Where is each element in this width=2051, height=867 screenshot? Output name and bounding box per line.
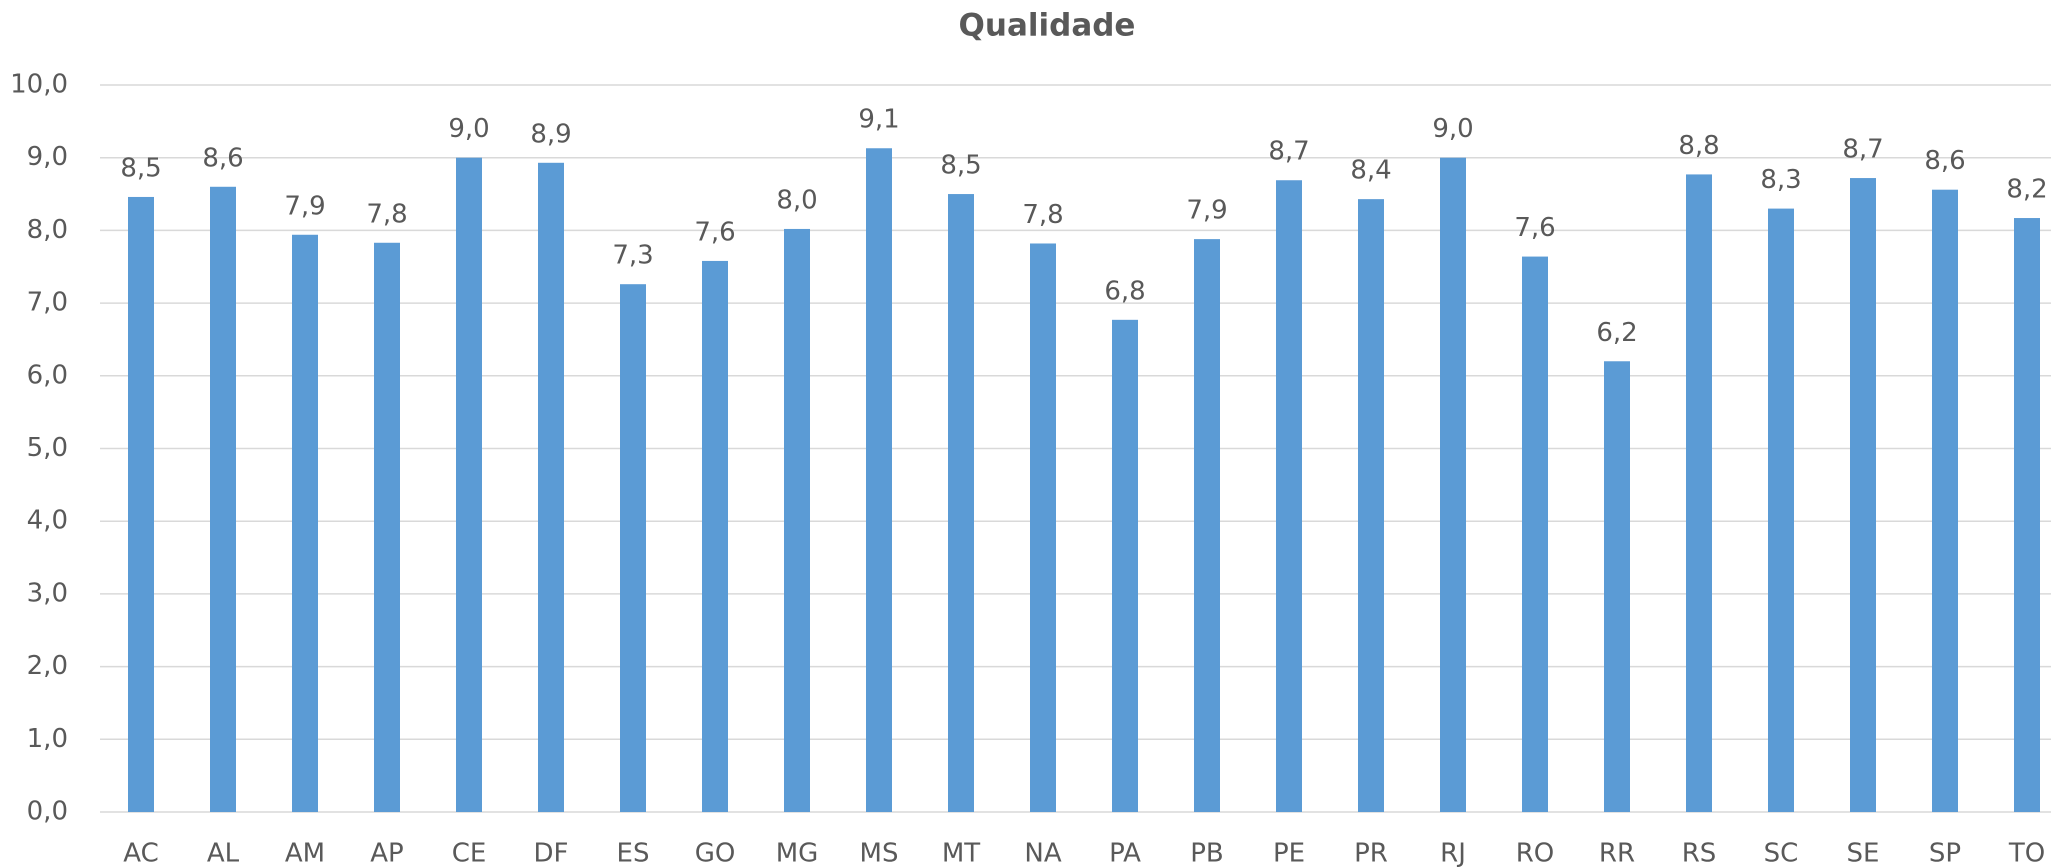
bar: [866, 148, 892, 812]
bar: [1604, 361, 1630, 812]
bar: [1358, 199, 1384, 812]
value-label: 8,6: [1924, 146, 1965, 176]
x-tick-label: RS: [1682, 839, 1717, 867]
x-tick-label: CE: [452, 839, 487, 867]
y-tick-label: 2,0: [27, 651, 68, 681]
bar: [1686, 174, 1712, 812]
value-label: 9,0: [448, 114, 489, 144]
bar: [2014, 218, 2040, 812]
value-label: 8,4: [1350, 156, 1391, 186]
x-tick-label: ES: [617, 839, 650, 867]
value-label: 8,3: [1760, 165, 1801, 195]
bar: [620, 284, 646, 812]
x-tick-label: AC: [123, 839, 158, 867]
x-tick-label: PB: [1190, 839, 1224, 867]
value-label: 8,7: [1842, 135, 1883, 165]
x-tick-label: MT: [942, 839, 980, 867]
value-label: 7,6: [694, 217, 735, 247]
y-tick-label: 4,0: [27, 506, 68, 536]
value-label: 8,7: [1268, 137, 1309, 167]
y-tick-label: 0,0: [27, 797, 68, 827]
bar: [374, 242, 400, 812]
x-tick-label: DF: [534, 839, 569, 867]
value-label: 8,9: [530, 119, 571, 149]
bar: [128, 196, 154, 812]
x-tick-label: RO: [1516, 839, 1555, 867]
x-tick-label: SE: [1847, 839, 1880, 867]
value-label: 8,0: [776, 185, 817, 215]
x-tick-label: SC: [1764, 839, 1799, 867]
value-label: 6,2: [1596, 318, 1637, 348]
x-tick-label: SP: [1929, 839, 1961, 867]
y-tick-label: 5,0: [27, 433, 68, 463]
value-label: 7,8: [366, 199, 407, 229]
x-tick-label: GO: [695, 839, 736, 867]
bar: [1112, 319, 1138, 812]
bar: [538, 162, 564, 812]
value-label: 8,6: [202, 143, 243, 173]
x-tick-label: AM: [285, 839, 325, 867]
bar: [1522, 256, 1548, 812]
value-label: 8,8: [1678, 131, 1719, 161]
value-label: 7,9: [284, 191, 325, 221]
x-tick-label: MS: [860, 839, 899, 867]
bar: [948, 194, 974, 813]
bar: [1850, 178, 1876, 812]
bar: [210, 186, 236, 812]
bar: [784, 228, 810, 813]
x-tick-label: NA: [1024, 839, 1061, 867]
value-label: 8,5: [120, 153, 161, 183]
y-tick-label: 7,0: [27, 288, 68, 318]
bar: [456, 157, 482, 812]
y-tick-label: 9,0: [27, 142, 68, 172]
x-tick-label: RJ: [1440, 839, 1466, 867]
value-label: 8,5: [940, 151, 981, 181]
x-tick-label: PA: [1109, 839, 1141, 867]
bar: [1030, 243, 1056, 813]
bar: [702, 260, 728, 813]
y-tick-label: 8,0: [27, 215, 68, 245]
bar: [292, 234, 318, 813]
value-label: 7,9: [1186, 196, 1227, 226]
y-tick-label: 6,0: [27, 360, 68, 390]
value-label: 7,8: [1022, 200, 1063, 230]
value-label: 9,0: [1432, 114, 1473, 144]
bar: [1768, 208, 1794, 813]
value-label: 7,3: [612, 241, 653, 271]
value-label: 7,6: [1514, 213, 1555, 243]
bar: [1276, 180, 1302, 812]
x-tick-label: PR: [1354, 839, 1388, 867]
x-tick-label: AP: [370, 839, 403, 867]
value-label: 8,2: [2006, 175, 2047, 205]
value-label: 6,8: [1104, 276, 1145, 306]
bar: [1440, 157, 1466, 812]
x-tick-label: AL: [207, 839, 240, 867]
y-tick-label: 3,0: [27, 578, 68, 608]
x-tick-label: PE: [1273, 839, 1305, 867]
y-tick-label: 10,0: [10, 70, 68, 100]
value-label: 9,1: [858, 105, 899, 135]
y-tick-label: 1,0: [27, 724, 68, 754]
x-tick-label: MG: [776, 839, 819, 867]
x-tick-label: TO: [2008, 839, 2045, 867]
bar: [1194, 239, 1220, 812]
bar: [1932, 189, 1958, 813]
chart-title: Qualidade: [959, 8, 1136, 44]
x-tick-label: RR: [1599, 839, 1635, 867]
